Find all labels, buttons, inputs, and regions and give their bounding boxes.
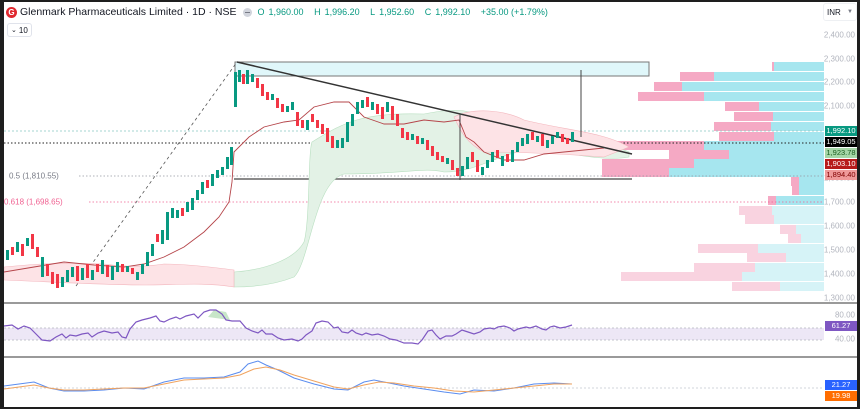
currency-label: INR [827, 7, 841, 17]
last-price-tag: 1,992.10 [825, 126, 857, 136]
line-price-tag: 1,949.05 [825, 137, 857, 147]
price-tick: 2,100.00 [823, 101, 855, 111]
change-value: +35.00 (+1.79%) [480, 7, 548, 17]
price-tick: 1,700.00 [823, 197, 855, 207]
resistance-zone [234, 61, 650, 77]
chevron-down-icon: ▼ [847, 9, 853, 15]
span-price-tag: 1,894.40 [825, 170, 857, 180]
signal-value-tag: 19.98 [825, 391, 857, 401]
rsi-tick: 40.00 [834, 334, 855, 344]
chevron-down-icon: ⌄ [11, 27, 17, 34]
chart-window: G Glenmark Pharmaceuticals Limited · 1D … [4, 2, 857, 407]
price-tick: 2,300.00 [823, 54, 855, 64]
price-tick: 1,400.00 [823, 269, 855, 279]
ohlc-values: O 1,960.00 H 1,996.20 L 1,952.60 C 1,992.10 … [258, 7, 552, 17]
rsi-tick: 80.00 [834, 310, 855, 320]
pane-divider[interactable] [4, 302, 857, 304]
volume-profile [602, 62, 824, 291]
open-label: O [257, 7, 265, 17]
low-value: 1,952.60 [379, 7, 415, 17]
indicator-count: 10 [18, 25, 28, 35]
rsi-value-tag: 61.27 [825, 321, 857, 331]
price-tick: 1,500.00 [823, 245, 855, 255]
price-chart-canvas[interactable] [4, 2, 857, 407]
company-logo-icon: G [6, 6, 17, 18]
baseline-price-tag: 1,903.10 [825, 159, 857, 169]
high-label: H [314, 7, 321, 17]
indicators-toggle-button[interactable]: ⌄ 10 [7, 23, 32, 37]
candlesticks [6, 70, 574, 288]
high-value: 1,996.20 [324, 7, 360, 17]
pane-divider[interactable] [4, 356, 857, 358]
price-tick: 1,300.00 [823, 293, 855, 303]
macd-value-tag: 21.27 [825, 380, 857, 390]
price-tick: 2,200.00 [823, 77, 855, 87]
low-label: L [370, 7, 376, 17]
open-value: 1,960.00 [268, 7, 304, 17]
price-tick: 1,600.00 [823, 221, 855, 231]
macd-pane[interactable] [4, 358, 857, 407]
fib-level-0-5: 0.5 (1,810.55) [9, 171, 59, 181]
minus-icon[interactable] [242, 7, 252, 17]
symbol-title[interactable]: Glenmark Pharmaceuticals Limited · 1D · … [20, 6, 237, 18]
fib-level-0-618: 0.618 (1,698.65) [4, 197, 63, 207]
symbol-header: G Glenmark Pharmaceuticals Limited · 1D … [4, 2, 857, 22]
currency-selector[interactable]: INR ▼ [823, 3, 857, 21]
close-label: C [424, 7, 432, 17]
price-tick: 2,400.00 [823, 30, 855, 40]
rsi-pane[interactable] [4, 304, 857, 356]
cloud-price-tag: 1,923.78 [825, 148, 857, 158]
close-value: 1,992.10 [435, 7, 471, 17]
